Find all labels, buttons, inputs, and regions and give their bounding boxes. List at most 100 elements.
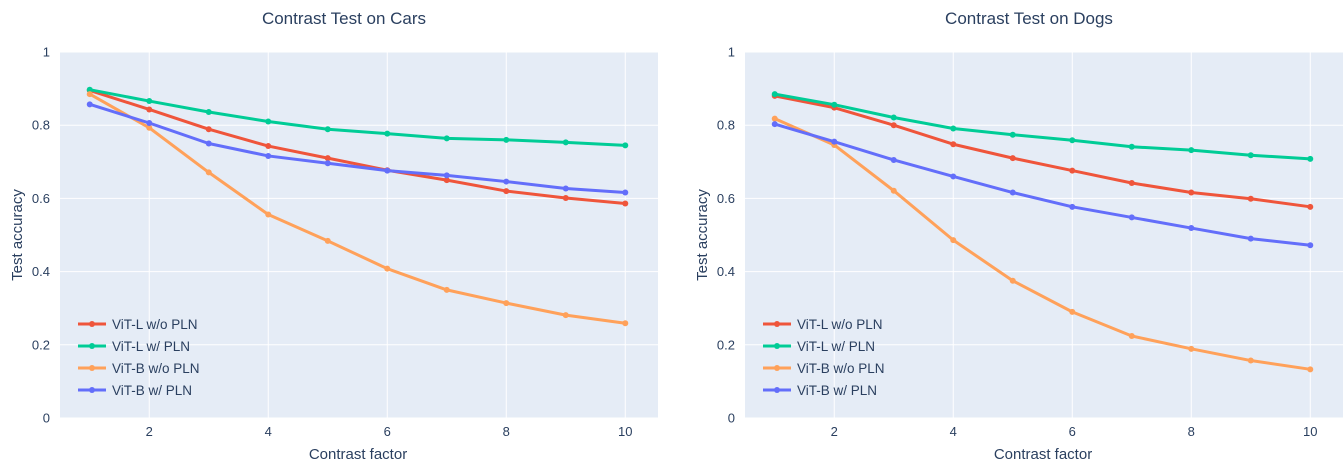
chart-panel-2: Contrast Test on Dogs 2 4 6 8 10 0 0.2 0.4 0.6 0.8…	[694, 9, 1343, 461]
legend-swatch-marker	[774, 365, 780, 371]
chart-title: Contrast Test on Cars	[262, 9, 426, 28]
legend-item[interactable]: ViT-L w/o PLN	[78, 317, 198, 332]
data-point	[205, 140, 212, 147]
series-line	[88, 92, 627, 325]
data-point	[1069, 167, 1076, 174]
data-point	[1307, 366, 1314, 373]
data-point	[622, 189, 629, 196]
data-point	[1247, 235, 1254, 242]
y-tick-label: 0	[43, 411, 50, 426]
legend-swatch-marker	[774, 343, 780, 349]
data-point	[771, 91, 778, 98]
chart-panel-1: Contrast Test on Cars 2 4 6 8 10 0 0.2 0.4 0.6 0.8…	[9, 9, 658, 461]
data-point	[1307, 203, 1314, 210]
data-point	[622, 142, 629, 149]
data-point	[443, 286, 450, 293]
data-point	[1009, 277, 1016, 284]
data-point	[890, 156, 897, 163]
series-1	[771, 91, 1314, 162]
data-point	[831, 138, 838, 145]
y-tick-label: 0.4	[717, 264, 735, 279]
data-point	[503, 188, 510, 195]
legend: ViT-L w/o PLN ViT-L w/ PLN ViT-B w/o PLN Vi…	[763, 317, 885, 398]
legend-item[interactable]: ViT-L w/ PLN	[78, 339, 190, 354]
data-point	[622, 320, 629, 327]
x-tick-label: 6	[384, 424, 391, 439]
data-point	[384, 265, 391, 272]
data-point	[443, 172, 450, 179]
series-line	[773, 122, 1312, 247]
data-point	[890, 122, 897, 129]
data-point	[771, 121, 778, 128]
y-tick-label: 0	[728, 411, 735, 426]
data-point	[562, 139, 569, 146]
series-3	[771, 121, 1314, 249]
data-point	[622, 200, 629, 207]
data-point	[1128, 143, 1135, 150]
data-point	[86, 101, 93, 108]
legend-label: ViT-L w/o PLN	[797, 317, 883, 332]
data-point	[384, 167, 391, 174]
legend-swatch-marker	[89, 321, 95, 327]
legend-item[interactable]: ViT-B w/o PLN	[78, 361, 200, 376]
data-point	[146, 120, 153, 127]
data-point	[384, 130, 391, 137]
data-point	[324, 126, 331, 133]
legend-label: ViT-L w/ PLN	[112, 339, 190, 354]
legend-item[interactable]: ViT-L w/o PLN	[763, 317, 883, 332]
x-tick-label: 10	[618, 424, 632, 439]
legend-item[interactable]: ViT-L w/ PLN	[763, 339, 875, 354]
legend-label: ViT-L w/ PLN	[797, 339, 875, 354]
data-point	[265, 143, 272, 150]
data-point	[1188, 225, 1195, 232]
x-tick-label: 2	[146, 424, 153, 439]
data-point	[1247, 357, 1254, 364]
x-axis-title: Contrast factor	[994, 446, 1092, 461]
legend-item[interactable]: ViT-B w/ PLN	[763, 383, 877, 398]
data-point	[1128, 333, 1135, 340]
data-point	[1307, 242, 1314, 249]
data-point	[1128, 214, 1135, 221]
data-point	[1009, 155, 1016, 162]
data-point	[1069, 137, 1076, 144]
data-point	[771, 115, 778, 122]
data-point	[324, 237, 331, 244]
y-tick-label: 1	[728, 45, 735, 60]
data-point	[831, 101, 838, 108]
data-point	[205, 126, 212, 133]
data-point	[205, 109, 212, 116]
y-tick-label: 0.2	[32, 337, 50, 352]
y-tick-label: 0.8	[32, 118, 50, 133]
data-point	[950, 125, 957, 132]
x-axis-title: Contrast factor	[309, 446, 407, 461]
legend-swatch-marker	[89, 387, 95, 393]
data-point	[324, 155, 331, 162]
series-line	[773, 117, 1312, 371]
series-line	[88, 102, 627, 195]
x-tick-label: 4	[265, 424, 272, 439]
data-point	[1188, 345, 1195, 352]
legend-item[interactable]: ViT-B w/ PLN	[78, 383, 192, 398]
series-line	[88, 88, 627, 147]
x-tick-label: 4	[950, 424, 957, 439]
data-point	[265, 118, 272, 125]
y-axis-title: Test accuracy	[694, 189, 711, 281]
legend-label: ViT-B w/ PLN	[797, 383, 877, 398]
data-point	[86, 86, 93, 93]
x-tick-label: 8	[1188, 424, 1195, 439]
series-line	[773, 92, 1312, 161]
legend-item[interactable]: ViT-B w/o PLN	[763, 361, 885, 376]
data-point	[950, 141, 957, 148]
data-point	[205, 169, 212, 176]
y-tick-label: 1	[43, 45, 50, 60]
data-point	[562, 312, 569, 319]
legend-label: ViT-B w/ PLN	[112, 383, 192, 398]
data-point	[950, 173, 957, 180]
x-tick-label: 10	[1303, 424, 1317, 439]
data-point	[1069, 203, 1076, 210]
data-point	[1009, 131, 1016, 138]
data-point	[503, 300, 510, 307]
series-line	[773, 94, 1312, 209]
